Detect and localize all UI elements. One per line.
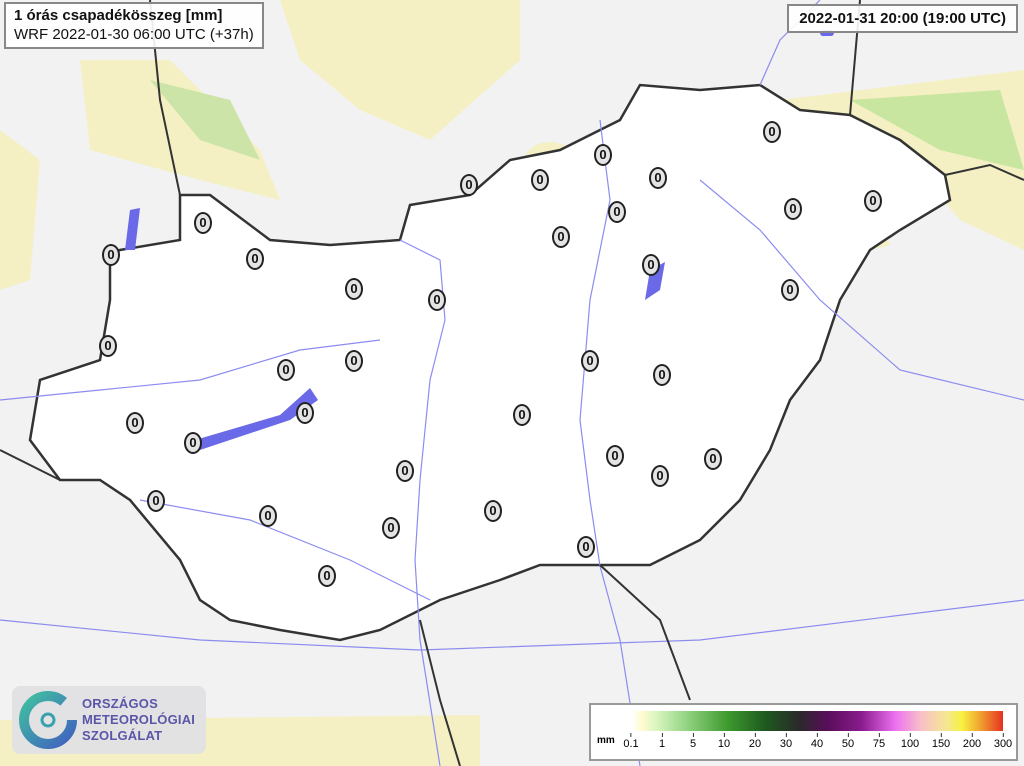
station-value-marker: 0 bbox=[513, 404, 531, 426]
legend-tick: 200 bbox=[963, 733, 981, 750]
station-value-marker: 0 bbox=[259, 505, 277, 527]
color-legend: mm 0.1 1 5 10 20 30 40 50 75 100 150 200 300 bbox=[589, 703, 1018, 761]
station-value-marker: 0 bbox=[642, 254, 660, 276]
station-value-marker: 0 bbox=[649, 167, 667, 189]
title-box: 1 órás csapadékösszeg [mm] WRF 2022-01-3… bbox=[4, 2, 264, 49]
station-value-marker: 0 bbox=[577, 536, 595, 558]
model-run: WRF 2022-01-30 06:00 UTC (+37h) bbox=[14, 26, 254, 43]
station-value-marker: 0 bbox=[99, 335, 117, 357]
omsz-logo: ORSZÁGOS METEOROLÓGIAI SZOLGÁLAT bbox=[12, 686, 206, 754]
station-value-marker: 0 bbox=[382, 517, 400, 539]
station-value-marker: 0 bbox=[428, 289, 446, 311]
map-title: 1 órás csapadékösszeg [mm] bbox=[14, 7, 223, 24]
station-value-marker: 0 bbox=[126, 412, 144, 434]
legend-unit: mm bbox=[597, 735, 615, 746]
station-value-marker: 0 bbox=[246, 248, 264, 270]
legend-tick: 10 bbox=[718, 733, 730, 750]
legend-tick: 150 bbox=[932, 733, 950, 750]
legend-tick: 300 bbox=[994, 733, 1012, 750]
station-value-marker: 0 bbox=[147, 490, 165, 512]
station-value-marker: 0 bbox=[606, 445, 624, 467]
logo-line-2: METEOROLÓGIAI bbox=[82, 712, 196, 727]
station-value-marker: 0 bbox=[277, 359, 295, 381]
station-value-marker: 0 bbox=[296, 402, 314, 424]
legend-tick: 20 bbox=[749, 733, 761, 750]
legend-tick: 1 bbox=[659, 733, 665, 750]
station-value-marker: 0 bbox=[784, 198, 802, 220]
station-value-marker: 0 bbox=[318, 565, 336, 587]
station-value-marker: 0 bbox=[102, 244, 120, 266]
station-value-marker: 0 bbox=[194, 212, 212, 234]
legend-tick: 5 bbox=[690, 733, 696, 750]
legend-tick: 75 bbox=[873, 733, 885, 750]
station-value-marker: 0 bbox=[864, 190, 882, 212]
legend-tick: 0.1 bbox=[623, 733, 638, 750]
station-value-marker: 0 bbox=[608, 201, 626, 223]
logo-line-1: ORSZÁGOS bbox=[82, 696, 158, 711]
legend-tick: 40 bbox=[811, 733, 823, 750]
station-value-marker: 0 bbox=[345, 278, 363, 300]
legend-color-bar bbox=[631, 711, 1003, 731]
station-value-marker: 0 bbox=[651, 465, 669, 487]
station-value-marker: 0 bbox=[581, 350, 599, 372]
legend-tick: 50 bbox=[842, 733, 854, 750]
station-value-marker: 0 bbox=[653, 364, 671, 386]
station-value-marker: 0 bbox=[763, 121, 781, 143]
hungary-interior bbox=[28, 83, 952, 642]
station-value-marker: 0 bbox=[531, 169, 549, 191]
logo-line-3: SZOLGÁLAT bbox=[82, 728, 163, 743]
station-value-marker: 0 bbox=[552, 226, 570, 248]
legend-tick: 30 bbox=[780, 733, 792, 750]
logo-swirl-icon bbox=[19, 691, 77, 749]
legend-tick: 100 bbox=[901, 733, 919, 750]
valid-time: 2022-01-31 20:00 (19:00 UTC) bbox=[787, 4, 1018, 33]
station-value-marker: 0 bbox=[396, 460, 414, 482]
station-value-marker: 0 bbox=[781, 279, 799, 301]
station-value-marker: 0 bbox=[345, 350, 363, 372]
station-value-marker: 0 bbox=[184, 432, 202, 454]
station-value-marker: 0 bbox=[704, 448, 722, 470]
station-value-marker: 0 bbox=[484, 500, 502, 522]
station-value-marker: 0 bbox=[594, 144, 612, 166]
station-value-marker: 0 bbox=[460, 174, 478, 196]
